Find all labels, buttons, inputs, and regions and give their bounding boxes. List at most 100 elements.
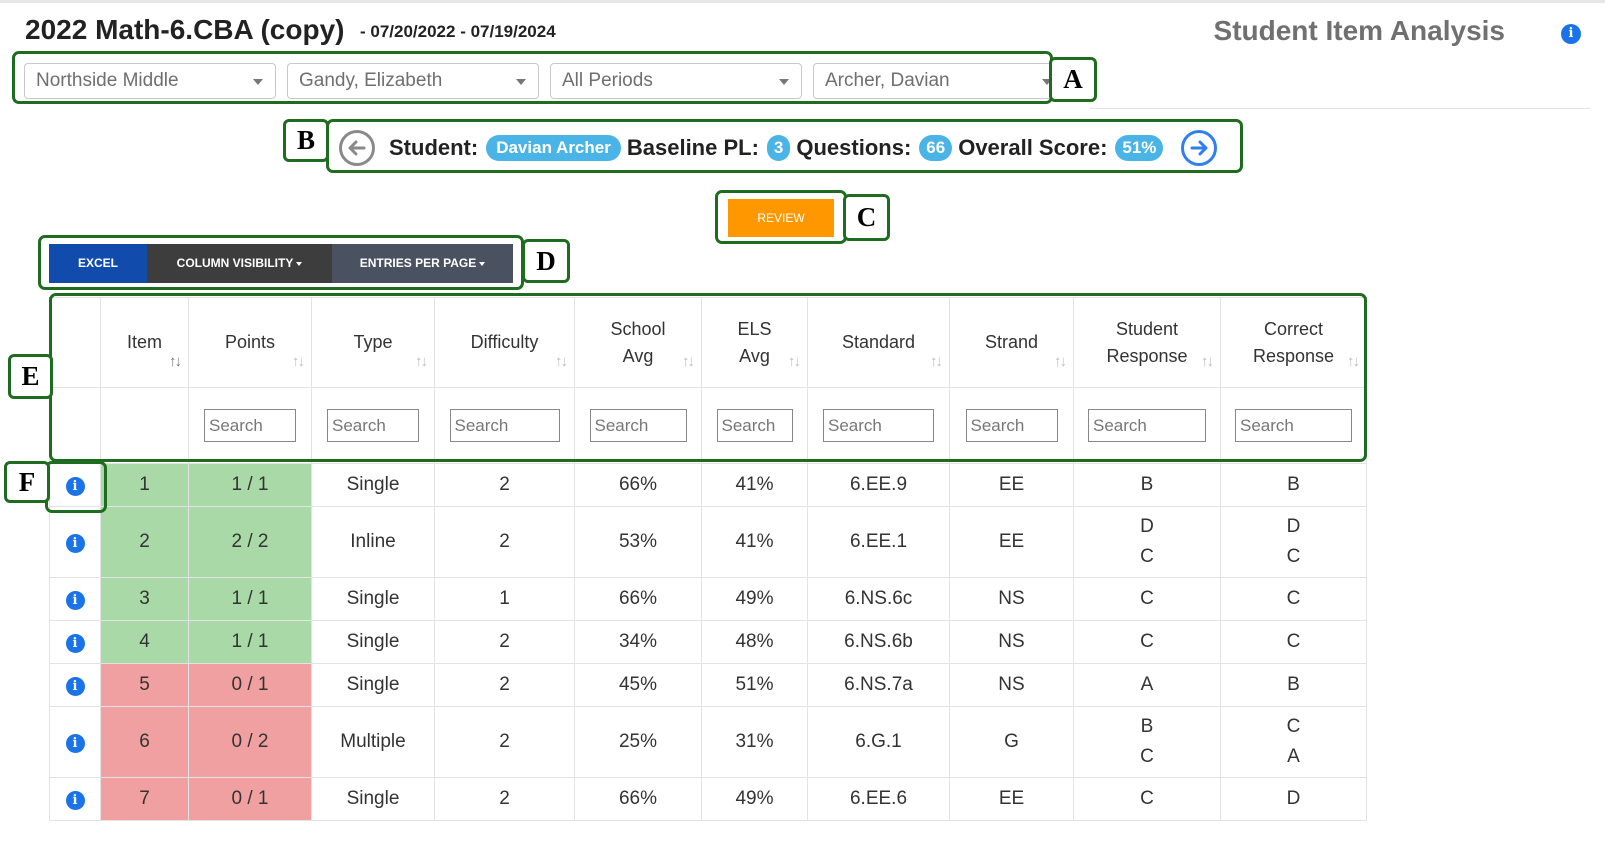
response-value: A: [1287, 746, 1300, 767]
type-search-input[interactable]: Search: [327, 409, 419, 442]
response-value: C: [1140, 546, 1154, 567]
column-header-label: Type: [353, 332, 393, 352]
standard-search-input[interactable]: Search: [823, 409, 934, 442]
column-header-label: Avg: [739, 345, 770, 366]
column-header-label: Response: [1252, 345, 1335, 366]
column-header-label: Difficulty: [470, 332, 539, 352]
item-info-icon[interactable]: i: [65, 591, 85, 610]
column-visibility-label: COLUMN VISIBILITY: [176, 256, 294, 270]
header-divider: [1090, 108, 1590, 109]
chevron-down-icon: [779, 79, 789, 85]
els-avg-cell: 51%: [701, 663, 808, 707]
review-button[interactable]: REVIEW: [728, 199, 834, 237]
item-cell: 4: [100, 620, 189, 664]
points-cell: 0 / 2: [188, 706, 312, 778]
callout-c-label: C: [843, 194, 890, 241]
school-avg-cell: 34%: [574, 620, 702, 664]
sort-icon: ↑↓: [1054, 353, 1067, 370]
response-value: C: [1286, 588, 1301, 609]
points-search-input[interactable]: Search: [204, 409, 296, 442]
info-cell: i: [49, 706, 101, 778]
column-header-standard[interactable]: Standard ↑↓: [807, 297, 950, 388]
student-response-search-input[interactable]: Search: [1088, 409, 1206, 442]
student-response-cell: B: [1073, 463, 1221, 507]
teacher-select[interactable]: Gandy, Elizabeth: [287, 63, 539, 99]
type-cell: Single: [311, 620, 435, 664]
standard-cell: 6.NS.6b: [807, 620, 950, 664]
next-student-button[interactable]: [1181, 130, 1218, 166]
column-header-points[interactable]: Points ↑↓: [188, 297, 312, 388]
school-select[interactable]: Northside Middle: [24, 63, 276, 99]
column-header-label: Avg: [622, 345, 654, 366]
strand-search-input[interactable]: Search: [965, 409, 1058, 442]
sort-icon: ↑↓: [930, 353, 943, 370]
sort-icon: ↑↓: [555, 353, 568, 370]
item-info-icon[interactable]: i: [65, 634, 85, 653]
type-cell: Single: [311, 663, 435, 707]
previous-student-button[interactable]: [339, 130, 375, 166]
strand-cell: G: [949, 706, 1074, 778]
column-header-info: [49, 297, 101, 388]
item-info-icon[interactable]: i: [65, 534, 85, 553]
filter-bar: Northside Middle Gandy, Elizabeth All Pe…: [24, 63, 1076, 99]
school-avg-cell: 25%: [574, 706, 702, 778]
school-avg-search-input[interactable]: Search: [589, 409, 687, 442]
strand-cell: NS: [949, 620, 1074, 664]
column-header-school-avg[interactable]: School Avg ↑↓: [574, 297, 702, 388]
response-value: B: [1287, 474, 1300, 495]
points-cell: 2 / 2: [188, 506, 312, 578]
difficulty-cell: 2: [434, 777, 575, 821]
item-cell: 7: [100, 777, 189, 821]
difficulty-search-input[interactable]: Search: [449, 409, 560, 442]
school-avg-cell: 53%: [574, 506, 702, 578]
item-cell: 2: [100, 506, 189, 578]
els-avg-search-input[interactable]: Search: [716, 409, 793, 442]
item-info-icon[interactable]: i: [65, 477, 85, 496]
school-avg-cell: 45%: [574, 663, 702, 707]
search-cell: [100, 387, 189, 464]
item-info-icon[interactable]: i: [65, 734, 85, 753]
top-border: [0, 0, 1605, 3]
item-info-icon[interactable]: i: [65, 677, 85, 696]
strand-cell: NS: [949, 577, 1074, 621]
column-visibility-button[interactable]: COLUMN VISIBILITY: [147, 244, 332, 283]
school-avg-cell: 66%: [574, 463, 702, 507]
response-value: C: [1286, 716, 1301, 737]
response-value: B: [1140, 474, 1154, 495]
excel-export-button[interactable]: EXCEL: [49, 244, 147, 283]
entries-per-page-button[interactable]: ENTRIES PER PAGE: [332, 244, 513, 283]
callout-f-box: [45, 461, 107, 513]
item-cell: 5: [100, 663, 189, 707]
column-header-label: Response: [1106, 345, 1188, 366]
column-header-strand[interactable]: Strand ↑↓: [949, 297, 1074, 388]
correct-response-search-input[interactable]: Search: [1235, 409, 1352, 442]
column-header-els-avg[interactable]: ELS Avg ↑↓: [701, 297, 808, 388]
correct-response-cell: C: [1220, 620, 1367, 664]
column-header-correct-response[interactable]: Correct Response ↑↓: [1220, 297, 1367, 388]
score-label: Overall Score:: [958, 135, 1108, 160]
column-header-student-response[interactable]: Student Response ↑↓: [1073, 297, 1221, 388]
strand-cell: EE: [949, 463, 1074, 507]
points-cell: 1 / 1: [188, 577, 312, 621]
correct-response-cell: D: [1220, 777, 1367, 821]
period-select[interactable]: All Periods: [550, 63, 802, 99]
chevron-down-icon: [1042, 79, 1052, 85]
column-header-label: Item: [126, 332, 162, 352]
callout-d-label: D: [522, 239, 570, 283]
student-select[interactable]: Archer, Davian: [813, 63, 1065, 99]
info-cell: i: [49, 577, 101, 621]
student-name-badge: Davian Archer: [486, 135, 621, 161]
sort-icon: ↑↓: [1347, 353, 1360, 370]
info-icon[interactable]: i: [1561, 24, 1581, 44]
teacher-select-value: Gandy, Elizabeth: [299, 70, 443, 91]
column-header-difficulty[interactable]: Difficulty ↑↓: [434, 297, 575, 388]
item-info-icon[interactable]: i: [65, 791, 85, 810]
type-cell: Inline: [311, 506, 435, 578]
column-header-type[interactable]: Type ↑↓: [311, 297, 435, 388]
